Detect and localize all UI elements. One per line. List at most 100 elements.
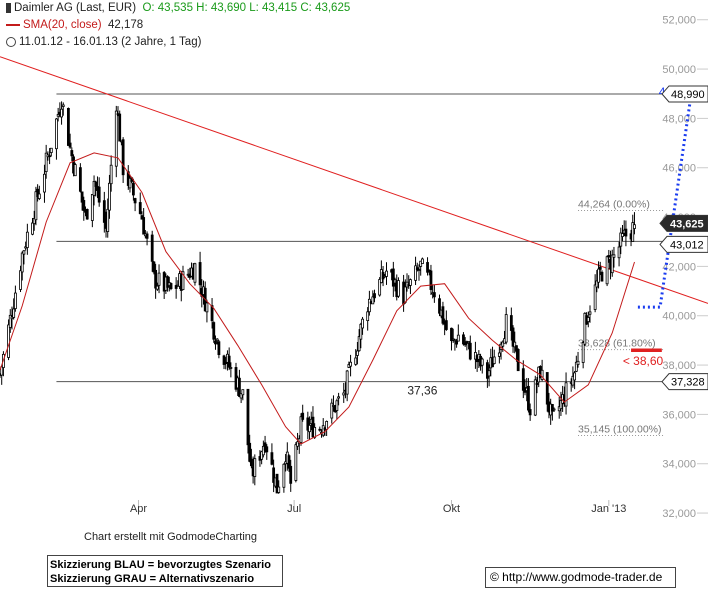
candle-body: [588, 311, 592, 315]
candle-body: [527, 385, 530, 411]
candle-body: [335, 400, 339, 411]
candle-body: [34, 191, 38, 221]
candle-body: [617, 246, 621, 259]
candle-body: [487, 370, 491, 377]
candle-body: [229, 367, 233, 369]
candle-body: [73, 164, 77, 177]
y-tick-label: 36,000: [662, 409, 696, 421]
candle-body: [155, 285, 159, 290]
legend-instrument: Daimler AG (Last, EUR) O: 43,535 H: 43,6…: [6, 2, 350, 14]
candle-body: [82, 200, 86, 211]
candle-body: [480, 358, 484, 366]
candle-body: [282, 463, 286, 488]
candle-body: [409, 279, 412, 286]
candle-body: [181, 271, 185, 291]
note-gray: Skizzierung GRAU = Alternativszenario: [50, 573, 255, 585]
sma-swatch-icon: [6, 23, 20, 26]
candle-body: [193, 263, 197, 283]
candle-body: [456, 334, 460, 342]
candle-body: [22, 250, 26, 255]
candle-body: [593, 284, 597, 310]
candle-body: [78, 167, 82, 192]
candle-body: [227, 355, 231, 368]
candle-body: [118, 113, 122, 142]
candle-body: [277, 486, 281, 493]
candle-body: [415, 267, 419, 271]
candle-body: [624, 228, 628, 237]
candle-body: [169, 283, 173, 290]
candle-body: [106, 208, 110, 232]
candle-body: [612, 254, 616, 258]
legend-period: 11.01.12 - 16.01.13 (2 Jahre, 1 Tag): [6, 36, 201, 48]
y-tick-label: 50,000: [662, 64, 696, 76]
x-tick-label: Jul: [287, 503, 301, 515]
candle-body: [25, 231, 29, 248]
candle-body: [174, 285, 178, 289]
y-tick-label: 48,000: [662, 113, 696, 125]
candle-body: [222, 355, 226, 365]
instrument-label: Daimler AG (Last, EUR): [14, 2, 137, 14]
candle-body: [359, 323, 363, 340]
candle-body: [68, 142, 72, 148]
candle-body: [633, 224, 636, 229]
candle-body: [166, 276, 169, 288]
candle-body: [361, 318, 364, 329]
candle-body: [108, 182, 111, 211]
candle-body: [528, 409, 532, 416]
candle-body: [373, 293, 376, 299]
candle-body: [356, 350, 359, 356]
candle-body: [453, 339, 457, 342]
candle-body: [61, 104, 65, 107]
candle-body: [205, 302, 209, 313]
y-tick-label: 52,000: [662, 15, 696, 27]
collapse-icon[interactable]: [6, 2, 11, 13]
candle-body: [533, 379, 537, 416]
candle-body: [597, 268, 600, 283]
candle-body: [212, 322, 216, 340]
source-url[interactable]: © http://www.godmode-trader.de: [485, 567, 676, 588]
candle-body: [610, 254, 614, 274]
chart-annotation: 37,36: [407, 384, 437, 398]
candle-body: [441, 306, 445, 324]
candle-body: [330, 402, 334, 419]
candle-body: [102, 200, 106, 223]
candle-body: [342, 392, 346, 396]
candle-body: [552, 408, 556, 411]
candle-body: [535, 383, 539, 385]
chart-credit: Chart erstellt mit GodmodeCharting: [84, 531, 258, 543]
candle-body: [521, 368, 525, 391]
candle-body: [513, 341, 517, 348]
candle-body: [145, 233, 149, 239]
candle-body: [301, 412, 305, 420]
x-tick-label: Okt: [443, 503, 460, 515]
candle-body: [253, 458, 257, 477]
candle-body: [198, 262, 202, 286]
candle-body: [85, 209, 89, 220]
candle-body: [621, 233, 624, 237]
candle-body: [150, 234, 154, 262]
candle-body: [32, 218, 36, 225]
candle-body: [31, 222, 34, 235]
x-tick-label: Jan '13: [591, 503, 626, 515]
candle-body: [595, 280, 599, 288]
candle-body: [417, 269, 421, 272]
clock-icon: [6, 36, 16, 47]
candle-body: [241, 389, 245, 396]
candle-body: [467, 341, 470, 344]
candle-body: [345, 370, 349, 395]
candle-body: [249, 458, 253, 467]
ohlc-values: O: 43,535 H: 43,690 L: 43,415 C: 43,625: [142, 2, 351, 14]
y-tick-label: 32,000: [662, 508, 696, 520]
price-tag-label: 37,328: [671, 377, 705, 389]
candle-body: [468, 342, 472, 360]
candle-body: [7, 324, 10, 358]
candle-body: [429, 270, 433, 290]
candle-body: [12, 308, 16, 318]
candle-body: [152, 261, 156, 273]
price-tag-label: 48,990: [671, 89, 705, 101]
candle-body: [299, 416, 303, 443]
candle-body: [367, 298, 371, 313]
candle-body: [573, 372, 577, 381]
candle-body: [349, 361, 352, 367]
candle-body: [37, 193, 41, 200]
